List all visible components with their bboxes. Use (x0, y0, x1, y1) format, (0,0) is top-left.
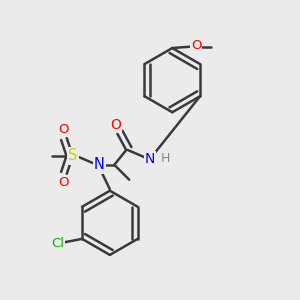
Text: O: O (191, 40, 201, 52)
Text: O: O (58, 123, 68, 136)
Text: S: S (68, 148, 77, 164)
Text: H: H (161, 152, 170, 165)
Text: Cl: Cl (51, 237, 64, 250)
Text: N: N (94, 158, 105, 172)
Text: O: O (110, 118, 121, 132)
Text: N: N (145, 152, 155, 166)
Text: O: O (58, 176, 68, 189)
